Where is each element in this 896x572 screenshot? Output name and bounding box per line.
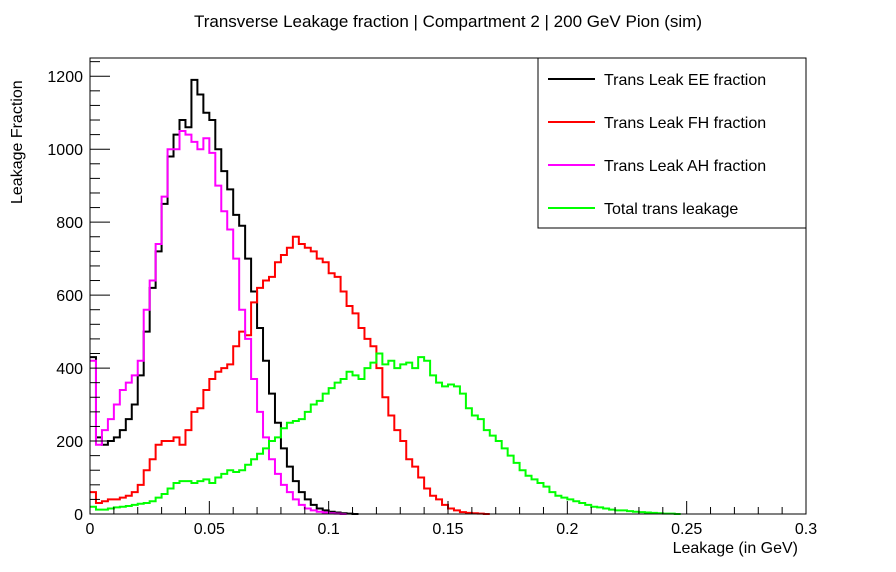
x-tick-label: 0.25 (671, 521, 702, 538)
y-axis-label: Leakage Fraction (9, 80, 26, 204)
legend-label: Trans Leak FH fraction (604, 115, 766, 132)
plot-area: 0 0.05 0.1 0.15 0.2 0.25 0.3 0 200 400 600 800 1000 1… (47, 57, 817, 538)
y-tick-label: 600 (56, 288, 83, 305)
x-tick-label: 0.2 (556, 521, 578, 538)
x-tick-label: 0.05 (194, 521, 225, 538)
legend-label: Total trans leakage (604, 201, 738, 218)
series-line-4 (90, 352, 681, 515)
x-tick-label: 0.15 (432, 521, 463, 538)
y-tick-label: 1000 (47, 142, 83, 159)
series-line-3 (90, 129, 347, 515)
x-tick-label: 0.1 (318, 521, 340, 538)
y-tick-label: 1200 (47, 69, 83, 86)
x-tick-label: 0 (86, 521, 95, 538)
y-tick-label: 800 (56, 215, 83, 232)
x-tick-label: 0.3 (795, 521, 817, 538)
x-axis-label: Leakage (in GeV) (673, 540, 798, 557)
series-line-1 (90, 78, 359, 515)
legend-label: Trans Leak EE fraction (604, 72, 766, 89)
y-tick-label: 400 (56, 361, 83, 378)
chart-title: Transverse Leakage fraction | Compartmen… (194, 12, 702, 31)
y-tick-label: 0 (74, 507, 83, 524)
legend: Trans Leak EE fraction Trans Leak FH frac… (537, 57, 807, 229)
legend-label: Trans Leak AH fraction (604, 158, 766, 175)
legend-box (537, 57, 807, 229)
y-tick-label: 200 (56, 434, 83, 451)
series-line-2 (90, 235, 490, 515)
